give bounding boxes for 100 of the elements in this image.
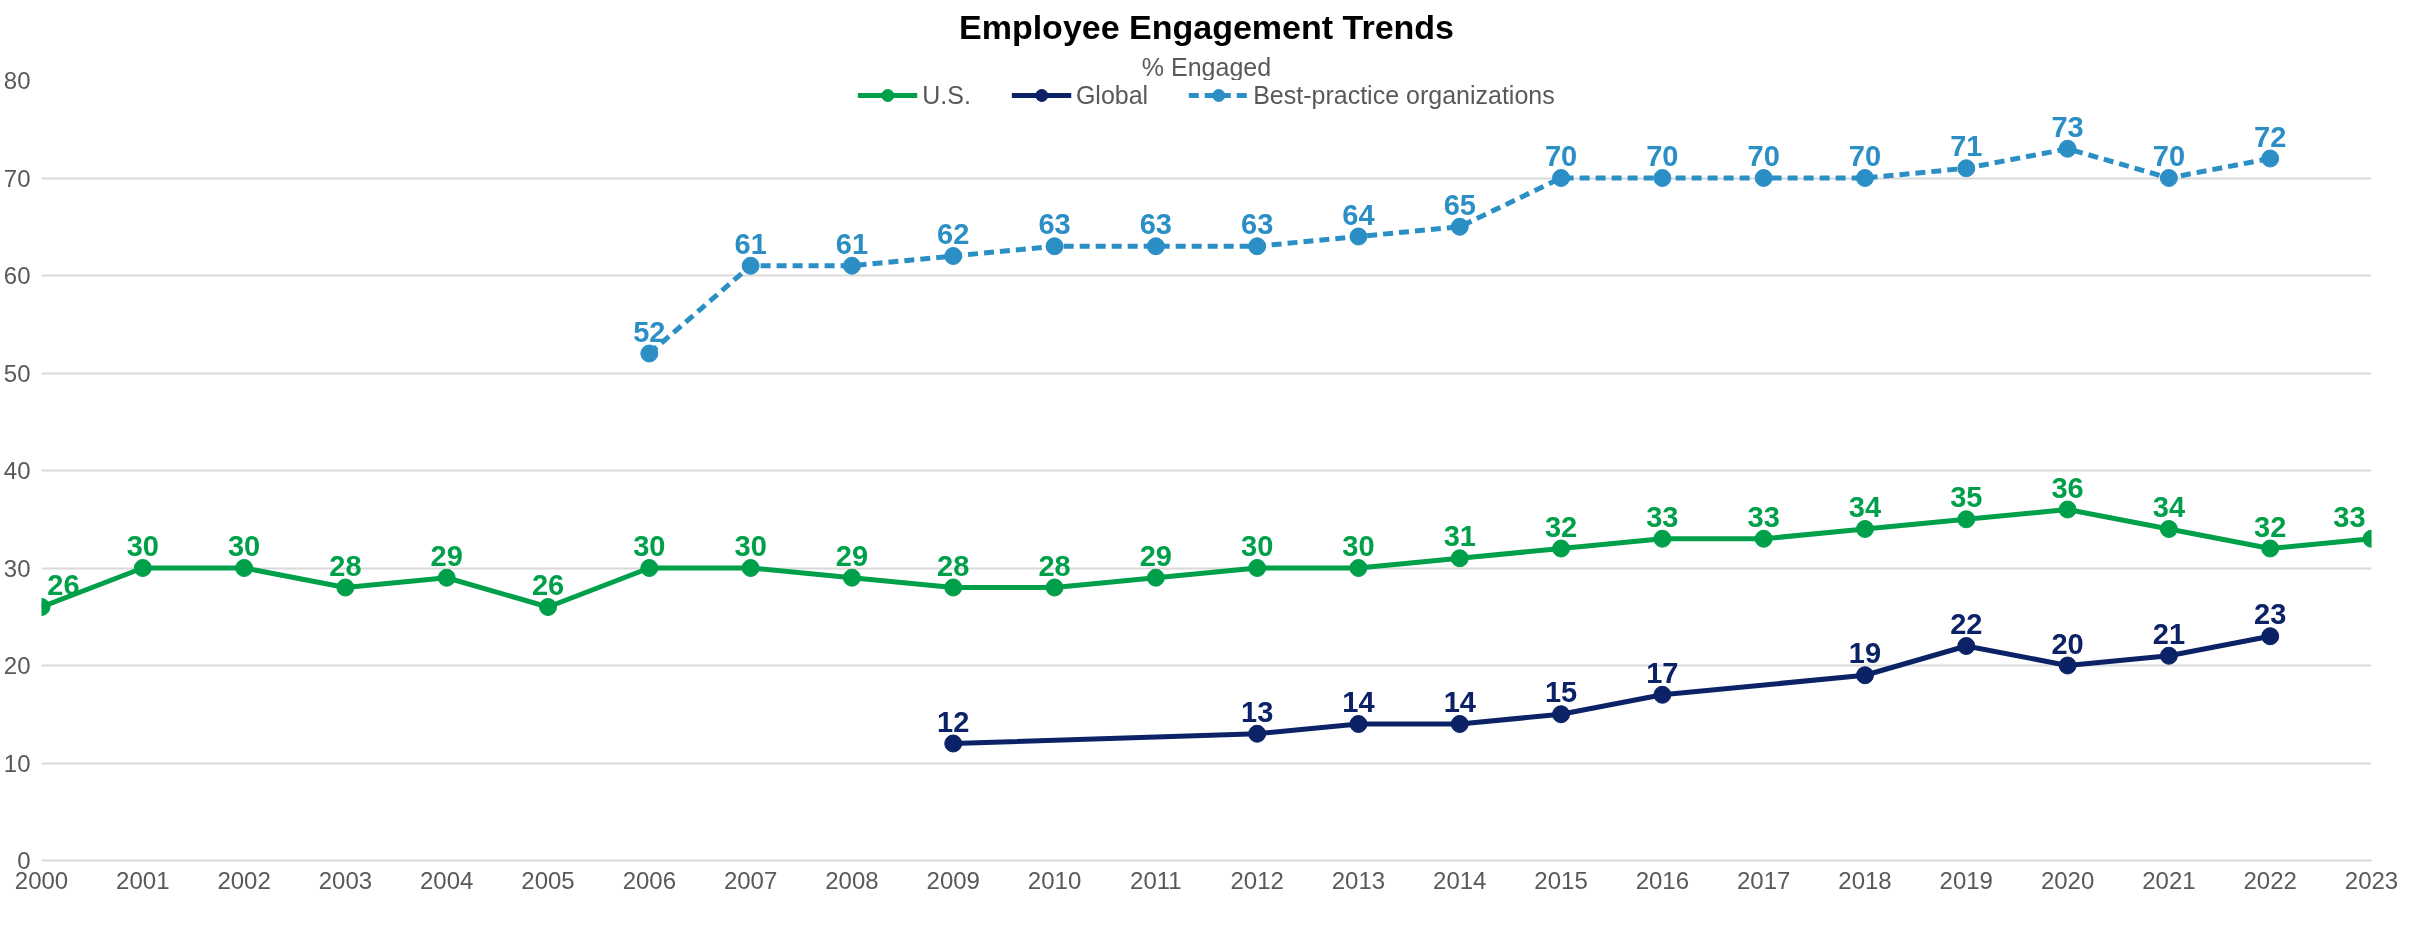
data-label: 70 <box>1848 140 1882 172</box>
data-label: 29 <box>835 539 869 572</box>
x-tick-label: 2004 <box>420 866 474 894</box>
point <box>741 256 760 275</box>
data-label: 29 <box>430 539 463 572</box>
point <box>1653 529 1672 548</box>
x-tick-label: 2018 <box>1838 866 1892 894</box>
x-tick-label: 2009 <box>926 866 980 894</box>
y-tick-label: 20 <box>3 652 31 679</box>
data-label: 30 <box>633 530 666 562</box>
point <box>336 578 355 597</box>
data-label: 33 <box>1646 500 1679 533</box>
data-label: 70 <box>2152 140 2186 172</box>
data-label: 26 <box>47 569 80 601</box>
point <box>1146 568 1165 587</box>
data-label: 30 <box>1342 530 1375 562</box>
data-label: 13 <box>1241 695 1274 728</box>
legend-label: Global <box>1075 80 1149 110</box>
point <box>1855 666 1874 685</box>
point <box>133 559 152 577</box>
point <box>2261 539 2280 558</box>
data-label: 71 <box>1950 130 1983 163</box>
point <box>1349 559 1368 577</box>
data-label: 33 <box>1747 500 1780 533</box>
data-label: 30 <box>227 530 261 562</box>
point <box>944 578 963 597</box>
data-label: 15 <box>1544 676 1578 709</box>
x-tick-label: 2011 <box>1130 866 1182 894</box>
data-label: 65 <box>1443 188 1476 221</box>
point <box>1754 529 1773 548</box>
x-tick-label: 2003 <box>318 866 373 894</box>
x-tick-label: 2006 <box>622 866 677 894</box>
point <box>1349 227 1368 246</box>
data-label: 23 <box>2254 598 2287 631</box>
data-label: 35 <box>1950 481 1983 514</box>
y-tick-label: 40 <box>3 457 31 484</box>
data-label: 64 <box>1342 198 1375 231</box>
x-tick-label: 2015 <box>1534 866 1588 894</box>
y-tick-label: 60 <box>3 262 31 289</box>
point <box>1957 510 1976 529</box>
x-tick-label: 2002 <box>217 866 271 894</box>
point <box>1248 559 1267 577</box>
x-tick-label: 2016 <box>1635 866 1690 894</box>
data-label: 63 <box>1038 208 1071 241</box>
x-tick-label: 2023 <box>2344 866 2399 894</box>
data-label: 20 <box>2051 627 2084 660</box>
data-label: 17 <box>1646 656 1679 689</box>
data-label: 36 <box>2051 471 2084 504</box>
data-label: 14 <box>1342 686 1375 718</box>
chart-title: Employee Engagement Trends <box>958 7 1455 46</box>
data-label: 29 <box>1139 539 1172 572</box>
x-tick-label: 2008 <box>825 866 879 894</box>
x-tick-label: 2012 <box>1230 866 1284 894</box>
point <box>1957 637 1976 655</box>
x-tick-label: 2021 <box>2142 866 2196 894</box>
point <box>1552 705 1571 724</box>
point <box>1957 159 1976 178</box>
point <box>1450 217 1469 236</box>
y-tick-label: 70 <box>3 164 31 192</box>
point <box>437 568 456 587</box>
point <box>842 256 861 275</box>
data-label: 12 <box>937 705 970 738</box>
point <box>1855 520 1874 538</box>
x-tick-label: 2013 <box>1331 866 1386 894</box>
point <box>1552 539 1571 558</box>
point <box>1653 169 1672 187</box>
data-label: 30 <box>1241 530 1274 562</box>
point <box>1450 549 1469 568</box>
chart-subtitle: % Engaged <box>1141 52 1272 81</box>
data-label: 34 <box>2152 491 2186 523</box>
y-tick-label: 30 <box>3 554 31 582</box>
x-tick-label: 2020 <box>2040 866 2095 894</box>
data-label: 14 <box>1443 686 1476 718</box>
data-label: 32 <box>2254 510 2287 543</box>
data-label: 30 <box>126 530 159 562</box>
legend-label: Best-practice organizations <box>1253 80 1555 110</box>
point <box>1552 169 1571 187</box>
point <box>2058 500 2077 519</box>
data-label: 30 <box>734 530 767 562</box>
point <box>741 559 760 577</box>
point <box>944 734 963 753</box>
data-label: 26 <box>531 569 565 601</box>
x-tick-label: 2001 <box>116 866 170 894</box>
point <box>1045 237 1064 256</box>
point <box>640 344 659 363</box>
point <box>2261 149 2280 168</box>
y-tick-label: 80 <box>3 67 31 94</box>
point <box>1248 724 1267 743</box>
point <box>1855 169 1874 187</box>
point <box>1349 715 1368 733</box>
data-label: 31 <box>1443 520 1476 553</box>
x-tick-label: 2019 <box>1939 866 1993 894</box>
data-label: 32 <box>1544 510 1578 543</box>
x-tick-label: 2007 <box>723 866 778 894</box>
point <box>842 568 861 587</box>
point <box>1045 578 1064 597</box>
data-label: 70 <box>1646 140 1679 172</box>
data-label: 70 <box>1544 140 1578 172</box>
point <box>1653 685 1672 704</box>
data-label: 21 <box>2152 617 2186 650</box>
